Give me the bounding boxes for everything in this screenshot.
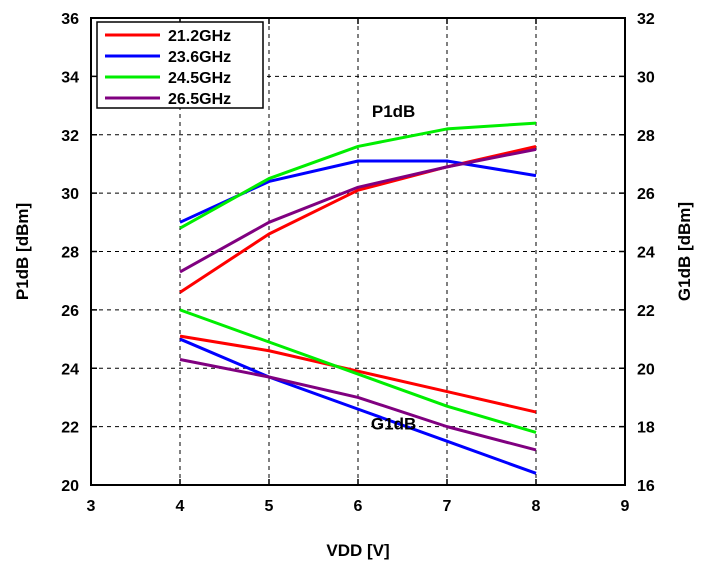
y-left-tick-label: 22 <box>61 420 79 437</box>
tick-labels: 3 4 5 6 7 8 9202224262830323436161820222426283… <box>61 11 655 515</box>
y-axis-right-title: G1dB [dBm] <box>675 202 694 301</box>
y-left-tick-label: 30 <box>61 186 79 203</box>
annotation-g1db: G1dB <box>371 415 416 434</box>
legend-label: 24.5GHz <box>168 70 231 87</box>
x-tick-label: 9 <box>621 498 630 515</box>
series-line-p1db-24-5ghz <box>179 121 537 230</box>
legend-box <box>96 21 264 109</box>
y-right-tick-label: 26 <box>637 186 655 203</box>
x-tick-label: 3 <box>87 498 96 515</box>
y-right-tick-label: 24 <box>637 245 655 262</box>
x-axis-title: VDD [V] <box>326 541 389 560</box>
y-right-tick-label: 32 <box>637 11 655 28</box>
legend-label: 26.5GHz <box>168 91 231 108</box>
y-right-tick-label: 16 <box>637 478 655 495</box>
y-right-tick-label: 28 <box>637 128 655 145</box>
y-axis-left-title: P1dB [dBm] <box>13 203 32 300</box>
y-right-tick-label: 18 <box>637 420 655 437</box>
series-line-g1db-21-2ghz <box>179 334 537 414</box>
x-tick-label: 6 <box>354 498 363 515</box>
legend-label: 21.2GHz <box>168 28 231 45</box>
y-left-tick-label: 32 <box>61 128 79 145</box>
series-line-g1db-23-6ghz <box>179 337 537 475</box>
y-right-tick-label: 30 <box>637 69 655 86</box>
series-line-g1db-24-5ghz <box>179 308 537 434</box>
x-tick-label: 7 <box>443 498 452 515</box>
y-left-tick-label: 36 <box>61 11 79 28</box>
y-left-tick-label: 28 <box>61 245 79 262</box>
y-left-tick-label: 24 <box>61 361 79 378</box>
series-lines <box>179 121 537 475</box>
x-tick-label: 5 <box>265 498 274 515</box>
annotation-p1db: P1dB <box>372 102 415 121</box>
x-tick-label: 4 <box>176 498 185 515</box>
y-left-tick-label: 20 <box>61 478 79 495</box>
legend-items: 21.2GHz 23.6GHz 24.5GHz 26.5GHz <box>105 28 231 108</box>
series-line-g1db-26-5ghz <box>179 358 537 452</box>
axis-ticks <box>90 17 626 486</box>
legend-label: 23.6GHz <box>168 49 231 66</box>
x-tick-label: 8 <box>532 498 541 515</box>
y-left-tick-label: 26 <box>61 303 79 320</box>
y-right-tick-label: 22 <box>637 303 655 320</box>
y-right-tick-label: 20 <box>637 361 655 378</box>
y-left-tick-label: 34 <box>61 69 79 86</box>
series-line-p1db-26-5ghz <box>179 147 537 274</box>
legend: 21.2GHz 23.6GHz 24.5GHz 26.5GHz <box>96 21 264 109</box>
